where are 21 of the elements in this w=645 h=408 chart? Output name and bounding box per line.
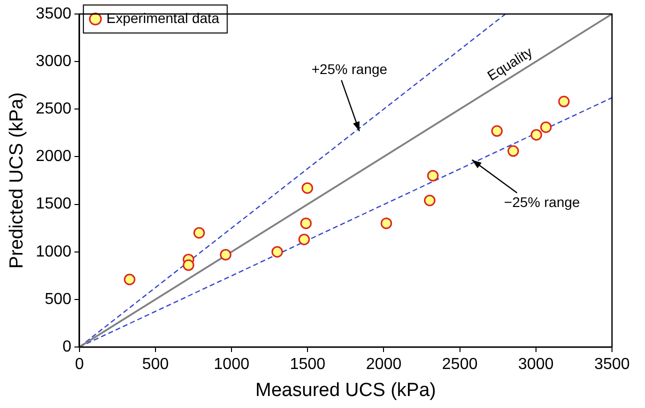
x-tick-label: 2000 (366, 356, 402, 374)
y-tick-label: 3500 (36, 5, 72, 22)
x-tick-label: 500 (142, 356, 169, 374)
y-tick-label: 500 (44, 290, 72, 308)
y-tick-label: 1500 (36, 196, 72, 213)
annotation: −25% range (504, 194, 580, 210)
y-axis-title: Predicted UCS (kPa) (6, 92, 28, 269)
y-tick-label: 2500 (36, 100, 72, 118)
y-tick-label: 2000 (36, 148, 72, 166)
x-tick-label: 3000 (518, 356, 554, 374)
x-axis-title: Measured UCS (kPa) (255, 380, 436, 401)
legend-label: Experimental data (106, 10, 220, 26)
y-tick-label: 0 (62, 338, 72, 356)
y-tick-label: 3000 (36, 52, 72, 70)
x-tick-label: 2500 (442, 356, 478, 374)
annotation: +25% range (311, 61, 388, 78)
x-tick-label: 3500 (594, 356, 630, 374)
x-tick-label: 1500 (290, 356, 326, 374)
x-tick-label: 1000 (214, 356, 250, 374)
x-tick-label: 0 (74, 356, 84, 374)
y-tick-label: 1000 (36, 243, 72, 260)
